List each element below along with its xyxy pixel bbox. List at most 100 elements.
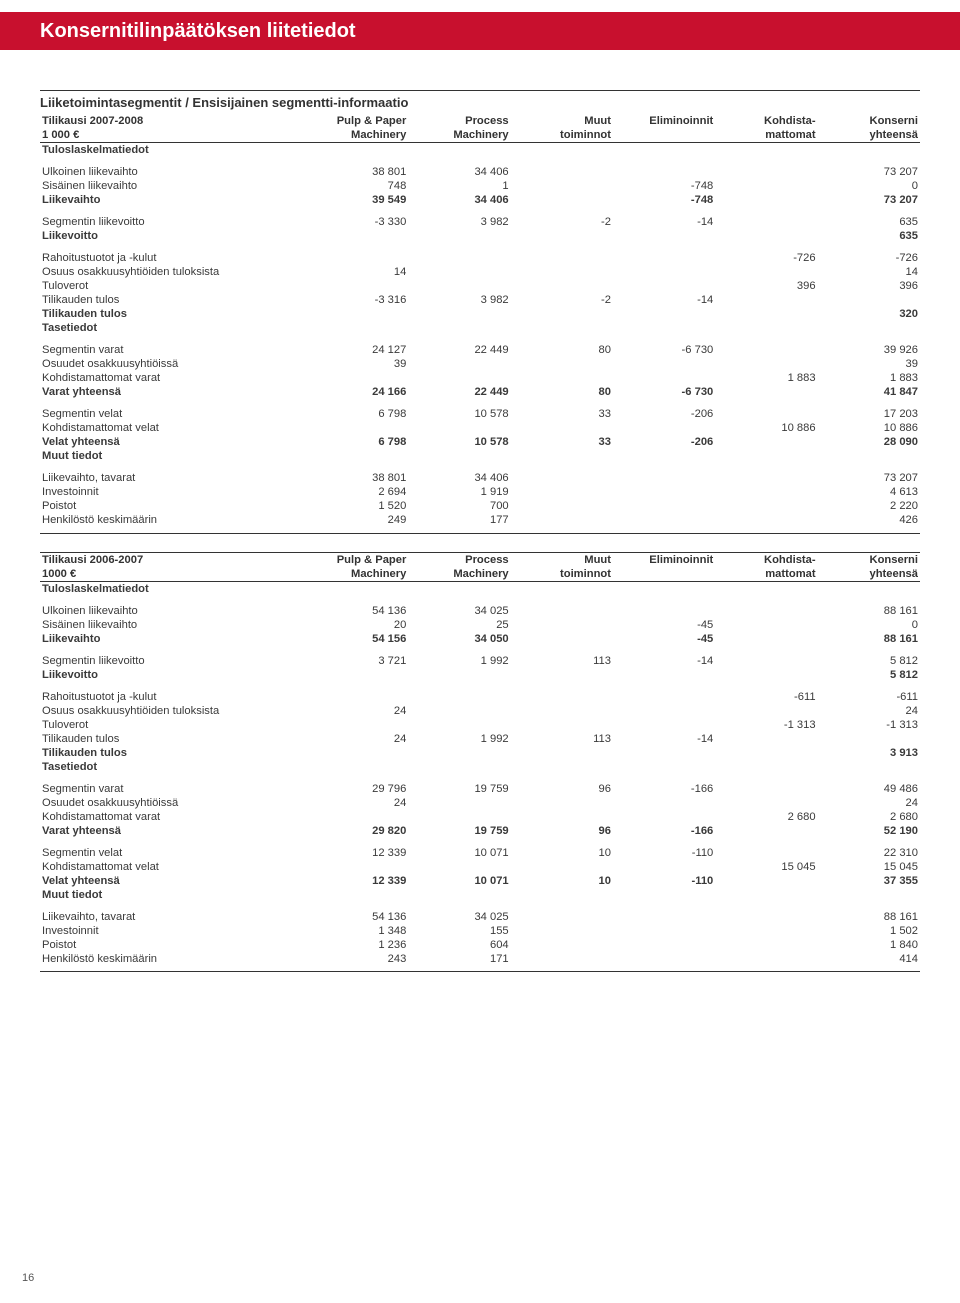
row-value: 12 339 [306, 874, 408, 888]
row-value: 2 680 [715, 810, 817, 824]
row-value: 6 798 [306, 407, 408, 421]
row-value [613, 924, 715, 938]
row-label: Tilikauden tulos [40, 746, 306, 760]
row-value [613, 471, 715, 485]
row-value: -166 [613, 782, 715, 796]
table-row: Poistot1 5207002 220 [40, 499, 920, 513]
row-value [306, 690, 408, 704]
section-heading: Tasetiedot [40, 760, 920, 774]
row-value: -3 316 [306, 293, 408, 307]
row-value: 1 [408, 179, 510, 193]
segment-tables: Tilikausi 2007-2008Pulp & PaperProcessMu… [40, 114, 920, 972]
table-row: Kohdistamattomat velat15 04515 045 [40, 860, 920, 874]
row-value: 10 071 [408, 846, 510, 860]
row-value: 22 449 [408, 343, 510, 357]
table-row: Velat yhteensä6 79810 57833-20628 090 [40, 435, 920, 449]
segment-table: Tilikausi 2006-2007Pulp & PaperProcessMu… [40, 552, 920, 973]
row-label: Poistot [40, 499, 306, 513]
row-value: -14 [613, 654, 715, 668]
table-row: Segmentin velat12 33910 07110-11022 310 [40, 846, 920, 860]
row-value: 177 [408, 513, 510, 527]
row-value: 73 207 [818, 193, 920, 207]
column-header: Process [408, 552, 510, 567]
row-label: Segmentin varat [40, 782, 306, 796]
row-label: Osuus osakkuusyhtiöiden tuloksista [40, 704, 306, 718]
table-row: Segmentin velat6 79810 57833-20617 203 [40, 407, 920, 421]
row-value: 5 812 [818, 654, 920, 668]
row-label: Tuloverot [40, 279, 306, 293]
segment-heading: Liiketoimintasegmentit / Ensisijainen se… [40, 95, 920, 110]
row-label: Tilikauden tulos [40, 732, 306, 746]
table-row: Tilikauden tulos3 913 [40, 746, 920, 760]
column-header: mattomat [715, 567, 817, 582]
table-row: Rahoitustuotot ja -kulut-726-726 [40, 251, 920, 265]
row-label: Varat yhteensä [40, 824, 306, 838]
row-value [613, 796, 715, 810]
page-header-bar: Konsernitilinpäätöksen liitetiedot [0, 12, 960, 50]
row-value: 0 [818, 618, 920, 632]
row-value [715, 796, 817, 810]
row-value: 2 694 [306, 485, 408, 499]
table-row: Henkilöstö keskimäärin249177426 [40, 513, 920, 527]
table-row: Tilikauden tulos241 992113-14 [40, 732, 920, 746]
row-value [715, 435, 817, 449]
row-label: Kohdistamattomat velat [40, 860, 306, 874]
row-value [613, 307, 715, 321]
section-heading: Tuloslaskelmatiedot [40, 581, 920, 596]
row-value: 414 [818, 952, 920, 966]
row-value [715, 910, 817, 924]
row-label: Rahoitustuotot ja -kulut [40, 251, 306, 265]
row-value [511, 485, 613, 499]
table-row: Liikevaihto, tavarat38 80134 40673 207 [40, 471, 920, 485]
row-label: Liikevaihto [40, 193, 306, 207]
row-value [715, 165, 817, 179]
row-value [613, 371, 715, 385]
row-value: 20 [306, 618, 408, 632]
row-value: 25 [408, 618, 510, 632]
row-value [408, 279, 510, 293]
row-value [306, 251, 408, 265]
row-value: 24 166 [306, 385, 408, 399]
table-row: Ulkoinen liikevaihto54 13634 02588 161 [40, 604, 920, 618]
table-row: Segmentin liikevoitto-3 3303 982-2-14635 [40, 215, 920, 229]
row-value: 80 [511, 385, 613, 399]
row-value: 39 549 [306, 193, 408, 207]
row-value [511, 165, 613, 179]
row-value: -611 [715, 690, 817, 704]
row-value: -2 [511, 215, 613, 229]
row-value [613, 265, 715, 279]
row-value: 396 [715, 279, 817, 293]
row-value [715, 343, 817, 357]
row-value [511, 499, 613, 513]
section-heading: Muut tiedot [40, 449, 920, 463]
row-label: Ulkoinen liikevaihto [40, 165, 306, 179]
row-value: 2 680 [818, 810, 920, 824]
row-value [715, 499, 817, 513]
row-value: -6 730 [613, 343, 715, 357]
row-value [613, 810, 715, 824]
row-value: 34 025 [408, 910, 510, 924]
table-row: Investoinnit1 3481551 502 [40, 924, 920, 938]
column-header: Pulp & Paper [306, 552, 408, 567]
table-row: Osuus osakkuusyhtiöiden tuloksista1414 [40, 265, 920, 279]
row-value [511, 704, 613, 718]
row-value: 24 [306, 704, 408, 718]
row-value [613, 690, 715, 704]
row-value [408, 810, 510, 824]
row-value [613, 251, 715, 265]
page-body: Liiketoimintasegmentit / Ensisijainen se… [0, 50, 960, 992]
table-row: Tilikauden tulos320 [40, 307, 920, 321]
row-value: 5 812 [818, 668, 920, 682]
column-header: Process [408, 114, 510, 128]
row-value: -45 [613, 618, 715, 632]
row-value [613, 746, 715, 760]
row-value [306, 229, 408, 243]
table-row: Sisäinen liikevaihto2025-450 [40, 618, 920, 632]
column-header: Machinery [408, 567, 510, 582]
row-value [613, 357, 715, 371]
row-value [511, 746, 613, 760]
row-value [715, 668, 817, 682]
row-label: Segmentin velat [40, 846, 306, 860]
row-value [613, 938, 715, 952]
table-row: Liikevaihto39 54934 406-74873 207 [40, 193, 920, 207]
